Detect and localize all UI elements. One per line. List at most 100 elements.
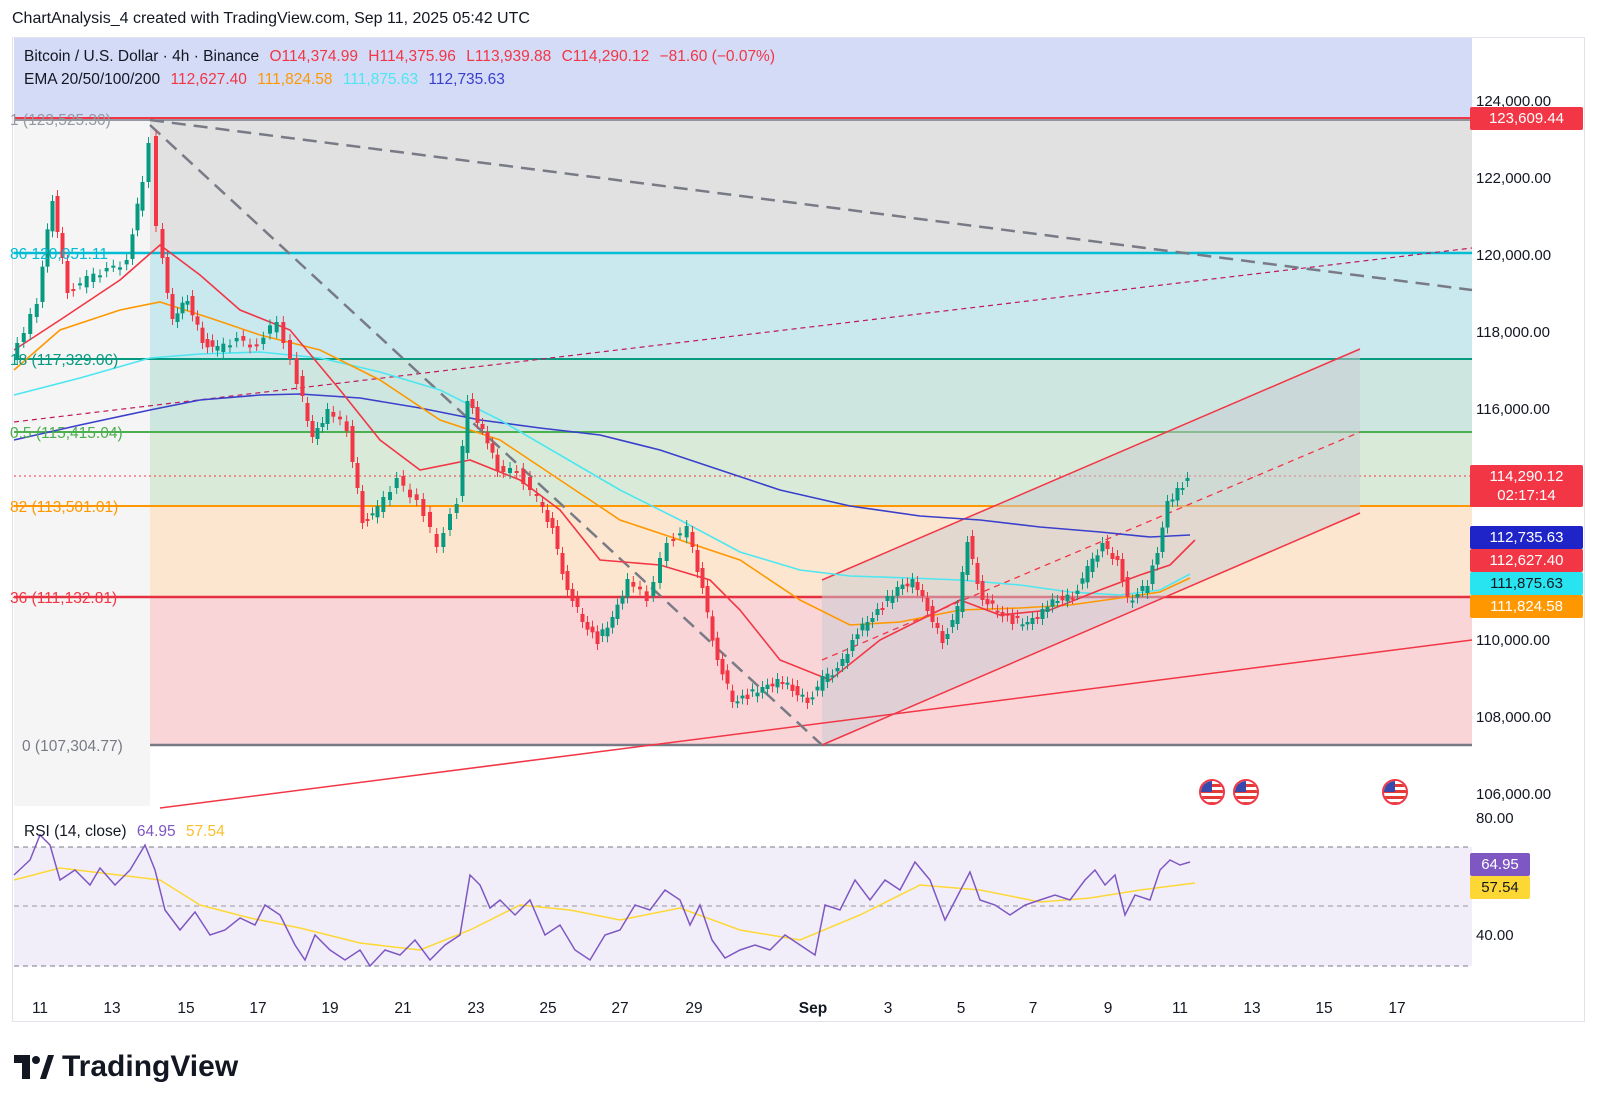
rsi-ma-value: 57.54 [185, 823, 225, 840]
candle-body [331, 412, 336, 417]
ema100-tag: 111,875.63 [1470, 572, 1583, 595]
date-tick-label: 15 [177, 1000, 195, 1017]
candle-body [620, 596, 625, 604]
candle-body [985, 599, 990, 605]
candle-body [268, 325, 272, 334]
candle-body [300, 376, 305, 396]
symbol-legend[interactable]: Bitcoin / U.S. Dollar · 4h · Binance O11… [24, 48, 781, 66]
candle-body [34, 304, 39, 317]
candle-body [124, 260, 129, 265]
candle-body [388, 492, 392, 500]
high-price-tag: 123,609.44 [1470, 107, 1583, 130]
candle-body [1140, 586, 1145, 591]
candle-body [521, 469, 526, 484]
candle-body [355, 463, 360, 488]
candle-body [485, 432, 490, 444]
candle-body [600, 629, 605, 636]
candle-body [1120, 559, 1125, 581]
candle-body [1075, 590, 1080, 594]
candle-body [65, 261, 70, 293]
fib-label-1: 1 (123,525.30) [10, 112, 111, 129]
candle-body [104, 268, 109, 272]
rsi-value: 64.95 [136, 823, 176, 840]
steep-dashed [149, 124, 823, 746]
ema-200-line [13, 393, 1191, 538]
candle-body [755, 692, 760, 697]
candle-body [765, 684, 770, 689]
us-flag-icon[interactable] [1382, 779, 1408, 805]
date-tick-label: 5 [956, 1000, 966, 1017]
candle-body [1155, 553, 1160, 565]
date-tick-label: 17 [1388, 1000, 1406, 1017]
candle-body [195, 316, 200, 325]
ema50-value: 111,824.58 [257, 71, 333, 88]
candle-body [1115, 556, 1120, 560]
candle-body [690, 532, 695, 547]
candle-body [730, 690, 735, 702]
ema100-value: 111,875.63 [342, 71, 419, 88]
price-axis-label: 124,000.00 [1476, 93, 1552, 110]
candle-body [344, 421, 349, 431]
candle-body [111, 265, 116, 268]
candle-body [1110, 553, 1115, 559]
candle-body [700, 568, 705, 588]
candle-body [930, 606, 935, 622]
candle-body [130, 234, 135, 259]
us-flag-icon[interactable] [1233, 779, 1259, 805]
rsi-legend[interactable]: RSI (14, close) 64.95 57.54 [24, 823, 231, 841]
date-tick-label: 21 [394, 1000, 412, 1017]
candle-body [91, 273, 96, 282]
chart-frame [12, 37, 1585, 1022]
rsi-axis-label: 80.00 [1476, 810, 1514, 827]
candle-body [370, 513, 375, 516]
candle-body [915, 582, 920, 590]
date-tick-label: 19 [321, 1000, 339, 1017]
candle-body [146, 143, 151, 182]
candle-body [501, 466, 506, 472]
candle-body [460, 446, 465, 496]
candle-body [710, 616, 715, 641]
zone-1 [150, 118, 1472, 253]
candle-body [945, 634, 950, 639]
fib-label-0: 0 (107,304.77) [22, 738, 123, 755]
candle-body [1005, 613, 1010, 616]
date-tick-label: Sep [798, 1000, 828, 1017]
candle-body [678, 533, 682, 536]
candle-body [1185, 478, 1190, 481]
candle-body [960, 572, 965, 612]
date-tick-label: 11 [31, 1000, 49, 1017]
candle-body [585, 622, 590, 630]
candle-body [785, 682, 790, 685]
candle-body [241, 336, 246, 341]
candle-body [565, 571, 570, 590]
candle-body [1175, 488, 1180, 501]
price-axis-label: 122,000.00 [1476, 170, 1552, 187]
candle-body [684, 526, 689, 538]
low-value: L113,939.88 [466, 48, 552, 65]
date-tick-label: 29 [685, 1000, 703, 1017]
candle-body [735, 701, 740, 704]
candle-body [1030, 618, 1035, 624]
candle-body [160, 229, 165, 258]
candle-body [840, 659, 845, 666]
candle-body [595, 631, 600, 644]
fib-label-786: 86 120,051.11 [10, 246, 108, 263]
candle-body [381, 497, 386, 512]
downtrend-dashed [149, 118, 1473, 292]
date-tick-label: 9 [1103, 1000, 1113, 1017]
candle-body [965, 542, 970, 575]
candle-body [470, 399, 475, 408]
candle-body [815, 686, 820, 691]
price-chart[interactable] [0, 0, 1600, 1025]
candle-body [154, 136, 158, 226]
ema-legend[interactable]: EMA 20/50/100/200 112,627.40 111,824.58 … [24, 71, 511, 89]
us-flag-icon[interactable] [1199, 779, 1225, 805]
date-tick-label: 15 [1315, 1000, 1333, 1017]
candle-body [830, 675, 835, 678]
candle-body [1160, 527, 1165, 552]
candle-body [760, 687, 765, 693]
ema200-tag: 112,735.63 [1470, 526, 1583, 549]
candle-body [800, 694, 805, 697]
ema-title: EMA 20/50/100/200 [24, 71, 161, 88]
candle-body [40, 266, 45, 302]
